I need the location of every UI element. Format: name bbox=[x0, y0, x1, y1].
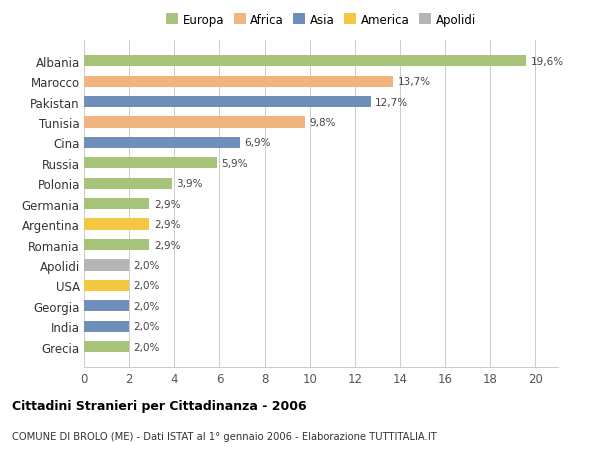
Text: 2,0%: 2,0% bbox=[134, 301, 160, 311]
Bar bbox=[84, 301, 129, 312]
Bar bbox=[84, 56, 526, 67]
Bar bbox=[84, 117, 305, 129]
Bar bbox=[84, 280, 129, 291]
Bar bbox=[84, 321, 129, 332]
Bar bbox=[84, 77, 393, 88]
Text: 13,7%: 13,7% bbox=[398, 77, 431, 87]
Text: 6,9%: 6,9% bbox=[244, 138, 271, 148]
Bar bbox=[84, 219, 149, 230]
Text: 2,9%: 2,9% bbox=[154, 219, 181, 230]
Text: 2,9%: 2,9% bbox=[154, 240, 181, 250]
Bar bbox=[84, 240, 149, 251]
Legend: Europa, Africa, Asia, America, Apolidi: Europa, Africa, Asia, America, Apolidi bbox=[164, 11, 478, 29]
Text: 5,9%: 5,9% bbox=[221, 158, 248, 168]
Bar bbox=[84, 178, 172, 190]
Bar bbox=[84, 199, 149, 210]
Text: 9,8%: 9,8% bbox=[310, 118, 336, 128]
Bar bbox=[84, 158, 217, 169]
Text: 2,0%: 2,0% bbox=[134, 342, 160, 352]
Text: 2,0%: 2,0% bbox=[134, 321, 160, 331]
Bar bbox=[84, 341, 129, 353]
Text: 2,0%: 2,0% bbox=[134, 260, 160, 270]
Text: COMUNE DI BROLO (ME) - Dati ISTAT al 1° gennaio 2006 - Elaborazione TUTTITALIA.I: COMUNE DI BROLO (ME) - Dati ISTAT al 1° … bbox=[12, 431, 437, 442]
Text: 3,9%: 3,9% bbox=[176, 179, 203, 189]
Bar bbox=[84, 138, 240, 149]
Text: 19,6%: 19,6% bbox=[531, 57, 564, 67]
Text: Cittadini Stranieri per Cittadinanza - 2006: Cittadini Stranieri per Cittadinanza - 2… bbox=[12, 399, 307, 412]
Bar bbox=[84, 97, 371, 108]
Text: 12,7%: 12,7% bbox=[375, 97, 408, 107]
Text: 2,0%: 2,0% bbox=[134, 281, 160, 291]
Bar bbox=[84, 260, 129, 271]
Text: 2,9%: 2,9% bbox=[154, 199, 181, 209]
